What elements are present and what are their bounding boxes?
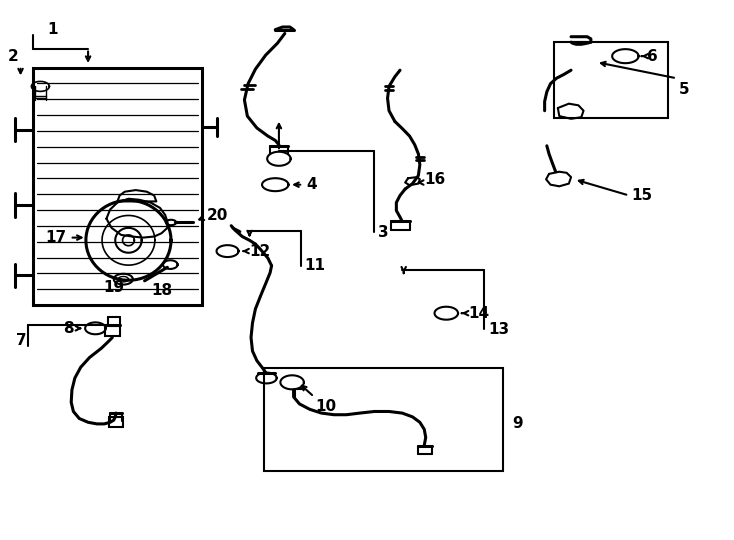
Text: 5: 5 bbox=[679, 82, 689, 97]
Text: 2: 2 bbox=[7, 49, 18, 64]
Text: 15: 15 bbox=[631, 188, 653, 203]
Text: 17: 17 bbox=[45, 230, 66, 245]
Text: 12: 12 bbox=[250, 244, 271, 259]
Text: 20: 20 bbox=[207, 208, 228, 224]
Bar bbox=[105, 326, 120, 336]
Bar bbox=[264, 368, 503, 471]
Text: 6: 6 bbox=[647, 49, 658, 64]
Text: 14: 14 bbox=[468, 306, 490, 321]
Text: 8: 8 bbox=[63, 321, 73, 336]
Text: 18: 18 bbox=[151, 283, 172, 298]
Bar bbox=[554, 42, 668, 118]
Text: 4: 4 bbox=[306, 177, 316, 192]
Text: 10: 10 bbox=[316, 399, 337, 414]
Text: 11: 11 bbox=[305, 258, 326, 273]
Bar bbox=[33, 68, 202, 305]
Text: 16: 16 bbox=[424, 172, 446, 187]
Text: 9: 9 bbox=[512, 416, 523, 431]
Text: 7: 7 bbox=[16, 333, 26, 348]
Text: 19: 19 bbox=[103, 280, 124, 295]
Text: 13: 13 bbox=[488, 322, 509, 337]
Text: 1: 1 bbox=[48, 22, 58, 37]
Bar bbox=[109, 417, 123, 427]
Text: 3: 3 bbox=[378, 225, 388, 240]
